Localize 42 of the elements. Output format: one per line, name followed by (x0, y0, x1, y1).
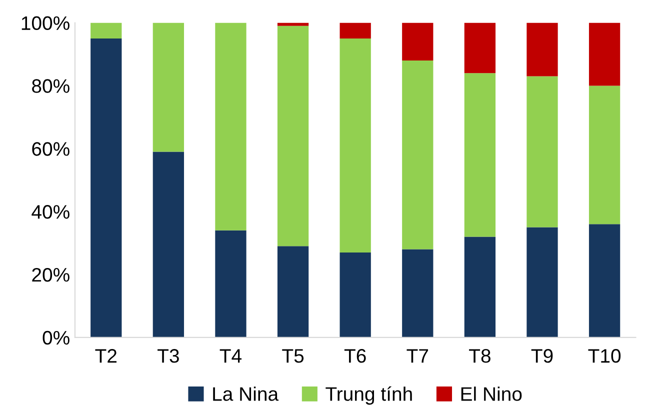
bar (464, 73, 496, 237)
bar (340, 252, 371, 338)
y-tick-label: 40% (32, 205, 70, 219)
bar (402, 60, 434, 250)
bar (277, 26, 309, 246)
x-tick-label: T9 (531, 349, 553, 363)
bar (215, 230, 246, 338)
bar (464, 22, 496, 74)
bar (464, 236, 496, 338)
bar (152, 152, 184, 338)
bar (277, 22, 309, 26)
bar (402, 249, 434, 338)
bar (526, 76, 558, 228)
x-tick-label: T4 (220, 349, 242, 363)
bar (588, 22, 620, 86)
legend-label: El Nino (461, 386, 522, 401)
bar (402, 22, 434, 61)
legend-label: La Nina (213, 386, 279, 401)
y-tick-label: 80% (32, 79, 70, 93)
y-tick-label: 100% (22, 16, 70, 30)
bar (152, 22, 184, 152)
x-tick-label: T7 (406, 349, 428, 363)
x-tick-label: T3 (158, 349, 179, 363)
bar (340, 22, 371, 38)
bar (526, 22, 558, 76)
x-tick-label: T6 (344, 349, 366, 363)
bar (215, 22, 246, 230)
x-tick-label: T5 (282, 349, 304, 363)
y-tick-label: 0% (42, 330, 70, 345)
bar (340, 38, 371, 252)
bar (526, 227, 558, 338)
x-tick-label: T8 (469, 349, 490, 363)
bar (90, 38, 122, 338)
bar (588, 224, 620, 338)
bar (90, 22, 122, 38)
y-tick-label: 20% (32, 268, 70, 282)
y-tick-label: 60% (32, 142, 70, 156)
bar (588, 86, 620, 224)
x-tick-label: T2 (95, 349, 116, 363)
x-tick-label: T10 (588, 349, 621, 363)
bar (277, 246, 309, 338)
legend-label: Trung tính (326, 386, 412, 405)
